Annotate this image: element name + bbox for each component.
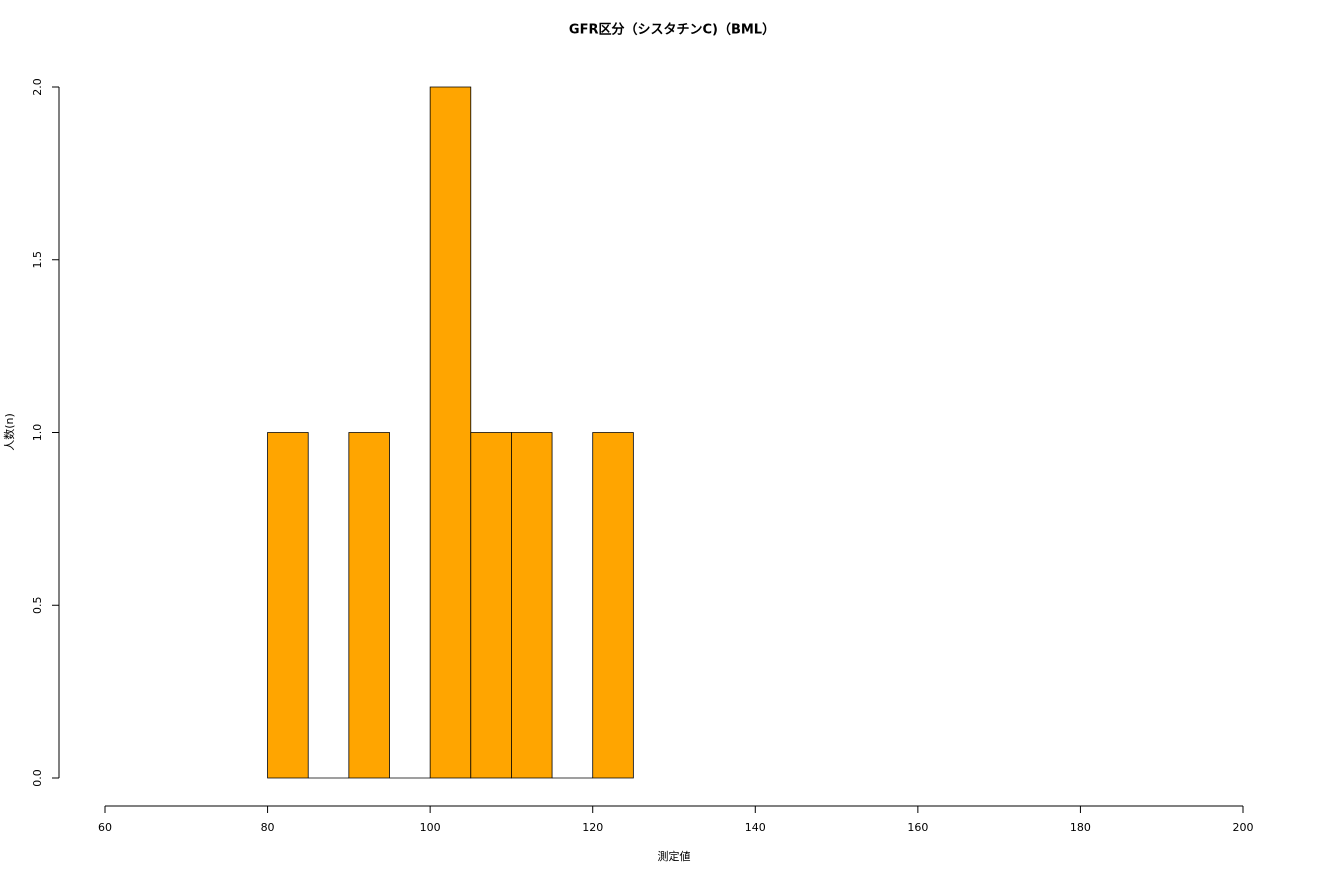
x-tick-label: 60 — [98, 821, 112, 834]
bar — [511, 432, 553, 779]
x-tick-label: 160 — [907, 821, 928, 834]
y-tick-label: 0.5 — [31, 597, 44, 615]
bar — [592, 432, 634, 779]
x-tick-label: 100 — [420, 821, 441, 834]
bar — [348, 432, 390, 779]
y-tick-label: 1.0 — [31, 424, 44, 442]
chart-title: GFR区分（シスタチンC)（BML） — [569, 22, 775, 38]
x-tick-label: 140 — [745, 821, 766, 834]
bar — [470, 432, 512, 779]
y-axis-label: 人数(n) — [3, 413, 16, 451]
x-tick-label: 200 — [1233, 821, 1254, 834]
bar — [429, 86, 472, 779]
bar — [267, 432, 309, 779]
x-tick-label: 180 — [1070, 821, 1091, 834]
x-axis-label: 測定値 — [658, 849, 691, 863]
y-tick-label: 2.0 — [31, 78, 44, 96]
y-tick-label: 1.5 — [31, 251, 44, 269]
y-tick-label: 0.0 — [31, 769, 44, 787]
x-tick-label: 80 — [261, 821, 275, 834]
x-tick-label: 120 — [582, 821, 603, 834]
